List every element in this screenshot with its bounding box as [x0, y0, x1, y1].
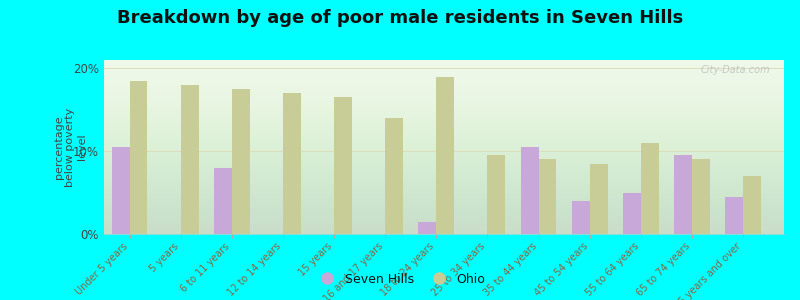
Bar — [623, 193, 641, 234]
Bar — [232, 89, 250, 234]
Bar — [674, 155, 692, 234]
Bar — [283, 93, 301, 234]
Bar — [487, 155, 506, 234]
Text: Breakdown by age of poor male residents in Seven Hills: Breakdown by age of poor male residents … — [117, 9, 683, 27]
Bar — [436, 76, 454, 234]
Bar — [181, 85, 198, 234]
Y-axis label: percentage
below poverty
level: percentage below poverty level — [54, 107, 87, 187]
Legend: Seven Hills, Ohio: Seven Hills, Ohio — [310, 268, 490, 291]
Bar — [386, 118, 403, 234]
Bar — [334, 97, 352, 234]
Bar — [572, 201, 590, 234]
Bar — [112, 147, 130, 234]
Bar — [418, 222, 436, 234]
Bar — [130, 81, 147, 234]
Bar — [538, 159, 557, 234]
Bar — [214, 168, 232, 234]
Bar — [726, 197, 743, 234]
Bar — [641, 143, 658, 234]
Text: City-Data.com: City-Data.com — [701, 65, 770, 75]
Bar — [743, 176, 761, 234]
Bar — [590, 164, 608, 234]
Bar — [521, 147, 538, 234]
Bar — [692, 159, 710, 234]
